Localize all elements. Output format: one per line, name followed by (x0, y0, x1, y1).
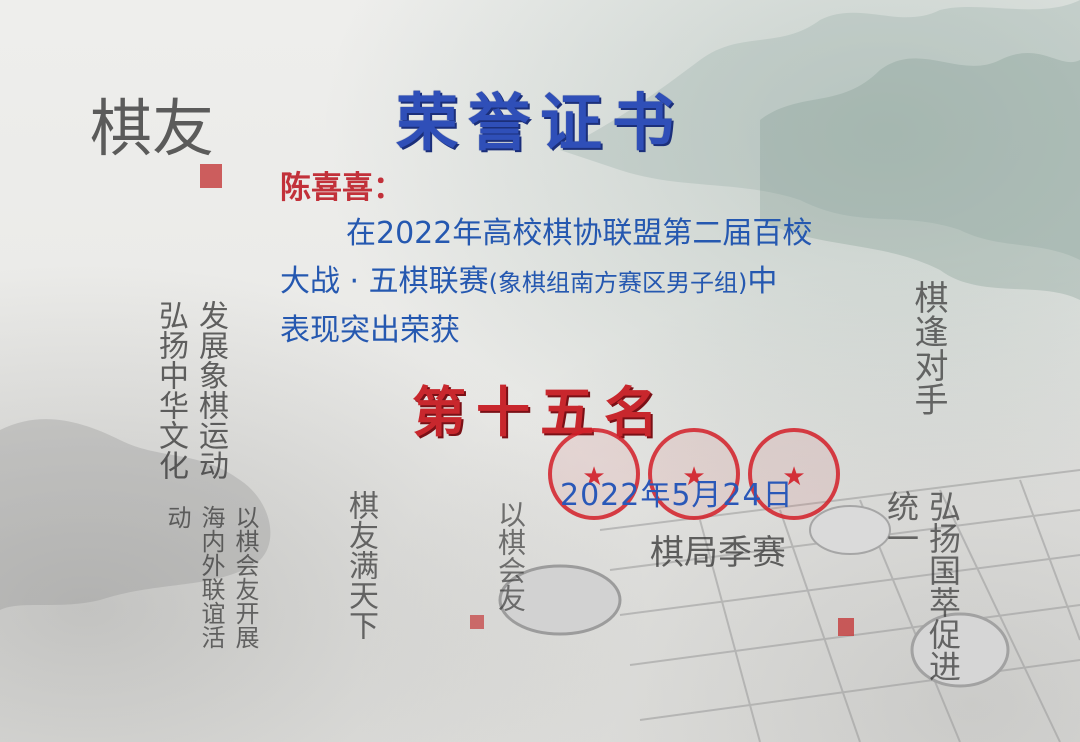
mountain-shape (760, 52, 1080, 300)
body-line-2: 大战 · 五棋联赛(象棋组南方赛区男子组)中 (280, 258, 920, 307)
calligraphy-column: 以棋会友 (494, 500, 527, 612)
certificate-title: 荣誉证书 (395, 86, 684, 159)
chess-piece (910, 612, 1010, 688)
mountain-shape (560, 0, 1080, 260)
calligraphy-heading: 棋局季赛 (650, 533, 786, 573)
seal-star-icon: ★ (782, 462, 806, 492)
seal-red-association: ★ (548, 428, 640, 520)
body-line-3: 表现突出荣获 (280, 313, 460, 348)
chess-piece (498, 564, 622, 636)
body-text-segment: 中 (747, 264, 778, 299)
body-text-segment: 在2022年高校棋协联盟第二届百校 (346, 216, 813, 251)
recipient-name: 陈喜喜： (280, 170, 404, 206)
body-text-segment: 大战 · 五棋联赛 (280, 264, 489, 299)
calligraphy-decoration: 棋友 (90, 92, 214, 165)
official-seals: ★ ★ ★ (548, 428, 848, 528)
mountain-shape (0, 419, 271, 610)
red-stamp (200, 164, 222, 188)
body-text-segment: (象棋组南方赛区男子组) (488, 269, 748, 297)
calligraphy-column: 弘扬国萃促进统一 (882, 490, 962, 682)
calligraphy-column: 棋友满天下 (343, 490, 378, 640)
body-line-1: 在2022年高校棋协联盟第二届百校 (280, 210, 920, 258)
calligraphy-column: 棋逢对手 (908, 280, 948, 416)
calligraphy-text: 棋友 (90, 92, 214, 165)
certificate-body: 在2022年高校棋协联盟第二届百校 大战 · 五棋联赛(象棋组南方赛区男子组)中… (280, 210, 920, 355)
chess-board-lines (599, 469, 1080, 742)
calligraphy-column: 以棋会友开展海内外联谊活动 (163, 505, 259, 649)
seal-star-icon: ★ (682, 462, 706, 492)
seal-star-icon: ★ (582, 462, 606, 492)
award-rank: 第十五名 (412, 380, 668, 444)
red-stamp (470, 615, 484, 629)
issue-date: 2022年5月24日 (560, 478, 794, 513)
calligraphy-column: 发展象棋运动弘扬中华文化 (153, 300, 228, 480)
seal-league: ★ (748, 428, 840, 520)
seal-chess-institute: ★ (648, 428, 740, 520)
red-stamp (838, 618, 854, 636)
chess-piece (809, 505, 891, 555)
